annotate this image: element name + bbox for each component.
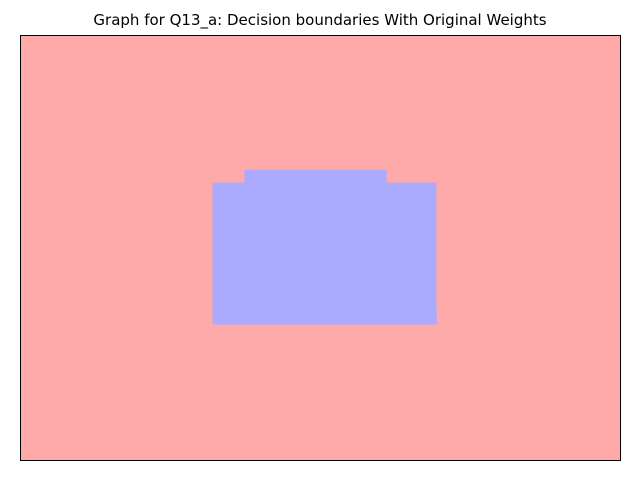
region-class-1-1 xyxy=(212,182,437,325)
region-class-1-3 xyxy=(436,307,437,325)
regions-layer xyxy=(20,35,621,461)
chart-title: Graph for Q13_a: Decision boundaries Wit… xyxy=(93,11,547,29)
axes-frame xyxy=(20,35,621,461)
region-class-1-2 xyxy=(244,169,387,183)
